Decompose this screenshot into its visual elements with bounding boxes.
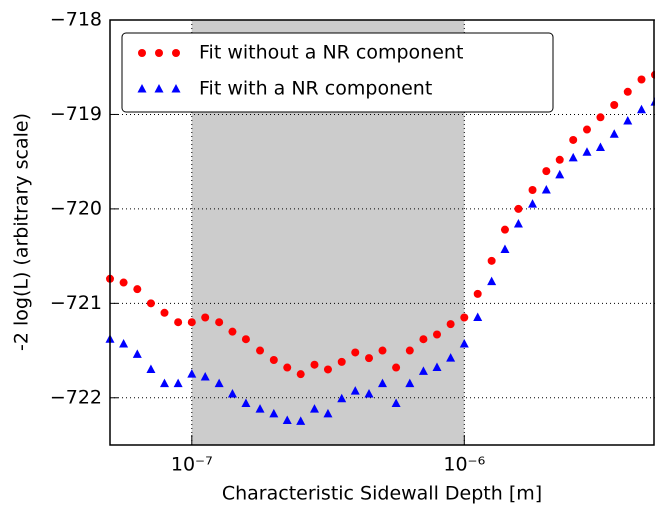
point bbox=[568, 152, 578, 162]
y-tick-label: −720 bbox=[50, 197, 102, 219]
point bbox=[255, 404, 265, 413]
point bbox=[528, 186, 537, 194]
point bbox=[378, 346, 387, 355]
point bbox=[350, 386, 360, 395]
y-tick-label: −719 bbox=[50, 103, 102, 125]
point bbox=[391, 398, 401, 407]
point bbox=[337, 357, 346, 366]
y-tick-label: −722 bbox=[50, 386, 102, 408]
point bbox=[595, 142, 605, 151]
point bbox=[514, 204, 523, 213]
point bbox=[460, 313, 469, 322]
legend-marker bbox=[154, 84, 164, 93]
point bbox=[214, 378, 224, 388]
point bbox=[432, 362, 442, 372]
point bbox=[378, 378, 387, 388]
point bbox=[201, 313, 210, 322]
point bbox=[405, 378, 415, 388]
x-axis-label: Characteristic Sidewall Depth [m] bbox=[222, 483, 542, 505]
point bbox=[542, 167, 551, 176]
point bbox=[119, 338, 129, 348]
point bbox=[487, 276, 497, 286]
point bbox=[323, 408, 333, 418]
point bbox=[310, 360, 319, 369]
point bbox=[473, 312, 483, 321]
point bbox=[146, 364, 156, 373]
plot-frame bbox=[109, 19, 655, 446]
point bbox=[446, 353, 456, 362]
point bbox=[500, 244, 510, 253]
y-tick-label: −721 bbox=[50, 292, 102, 314]
point bbox=[555, 169, 565, 179]
x-tick-label: 10⁻⁷ bbox=[171, 454, 213, 476]
point bbox=[405, 346, 414, 355]
point bbox=[528, 199, 538, 208]
legend-marker bbox=[172, 49, 180, 57]
point bbox=[187, 318, 196, 327]
point bbox=[296, 370, 305, 379]
point bbox=[323, 365, 332, 374]
point bbox=[282, 415, 292, 424]
y-tick-label: −718 bbox=[50, 9, 102, 31]
x-tick-label: 10⁻⁶ bbox=[443, 454, 485, 476]
point bbox=[459, 338, 469, 348]
point bbox=[500, 225, 509, 234]
point bbox=[269, 408, 279, 418]
point bbox=[160, 308, 169, 317]
point bbox=[215, 318, 224, 327]
point bbox=[241, 398, 251, 407]
point bbox=[623, 116, 633, 125]
point bbox=[609, 129, 619, 138]
point bbox=[228, 327, 237, 336]
point bbox=[187, 369, 197, 378]
legend-marker bbox=[171, 84, 181, 93]
legend bbox=[121, 32, 554, 113]
point bbox=[296, 416, 306, 425]
point bbox=[200, 372, 210, 381]
point bbox=[337, 393, 347, 403]
point bbox=[541, 185, 551, 194]
point bbox=[119, 278, 128, 287]
point bbox=[241, 335, 250, 344]
point bbox=[582, 147, 592, 156]
point bbox=[569, 135, 578, 144]
point bbox=[487, 256, 496, 265]
point bbox=[596, 113, 605, 122]
legend-label: Fit without a NR component bbox=[199, 42, 463, 64]
point bbox=[351, 348, 360, 357]
point bbox=[132, 349, 142, 358]
point bbox=[283, 363, 292, 372]
point bbox=[159, 378, 169, 388]
point bbox=[637, 75, 646, 84]
point bbox=[555, 155, 564, 164]
point bbox=[623, 87, 632, 96]
point bbox=[173, 378, 183, 388]
point bbox=[513, 219, 523, 228]
point bbox=[419, 335, 428, 344]
legend-marker bbox=[155, 49, 163, 57]
point bbox=[610, 101, 619, 109]
y-axis-label: -2 log(L) (arbitrary scale) bbox=[11, 113, 33, 351]
point bbox=[133, 285, 142, 294]
legend-label: Fit with a NR component bbox=[199, 78, 432, 100]
point bbox=[418, 366, 428, 375]
point bbox=[365, 354, 374, 363]
point bbox=[582, 125, 591, 134]
point bbox=[473, 289, 482, 298]
point bbox=[227, 389, 237, 398]
point bbox=[174, 318, 183, 327]
point bbox=[146, 299, 155, 308]
legend-marker bbox=[138, 49, 146, 57]
point bbox=[432, 330, 441, 339]
point bbox=[269, 356, 278, 364]
point bbox=[446, 320, 455, 329]
point bbox=[392, 363, 401, 372]
legend-marker bbox=[137, 84, 147, 93]
point bbox=[637, 104, 647, 114]
point bbox=[256, 346, 265, 355]
point bbox=[309, 404, 319, 413]
point bbox=[364, 389, 374, 398]
